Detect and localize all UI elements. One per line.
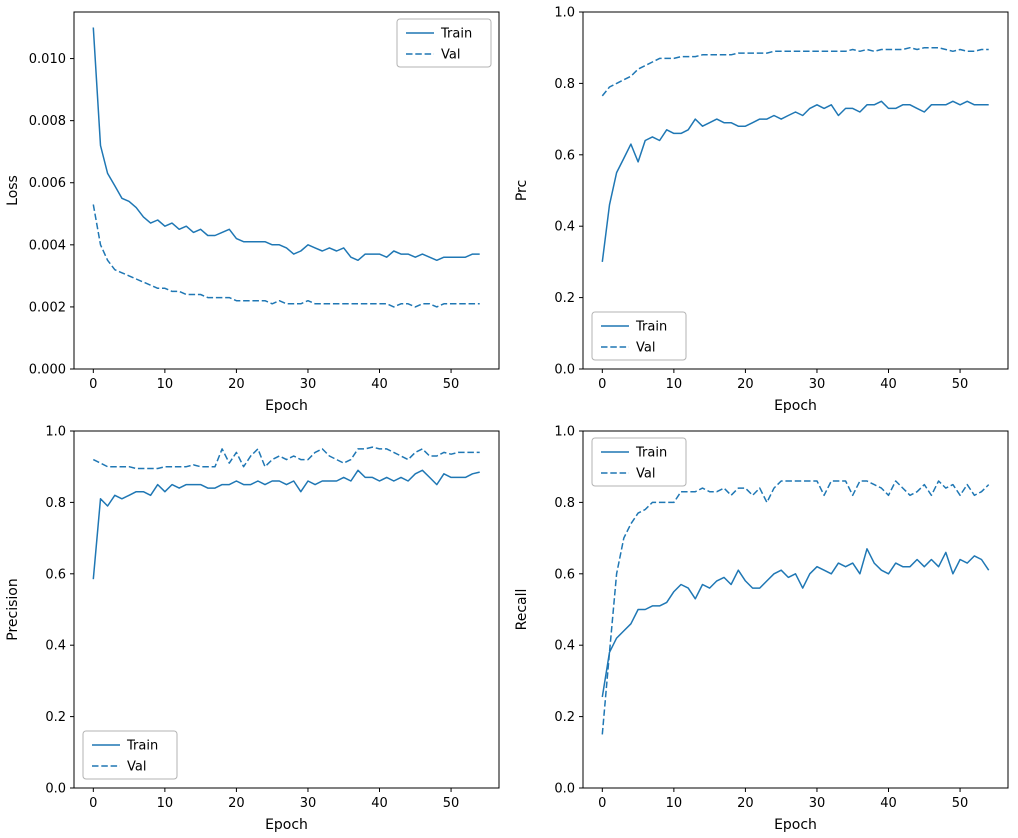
- y-tick-label: 0.4: [554, 639, 575, 654]
- x-tick-label: 40: [371, 796, 388, 811]
- x-tick-label: 30: [809, 377, 826, 392]
- y-axis-label: Prc: [514, 180, 530, 201]
- x-tick-label: 50: [443, 377, 460, 392]
- legend-label: Train: [635, 320, 667, 335]
- legend-label: Val: [636, 467, 655, 482]
- axes-frame: [582, 430, 1009, 789]
- series-train-line: [92, 469, 480, 580]
- x-tick-label: 20: [737, 796, 754, 811]
- y-tick-label: 0.8: [554, 77, 575, 92]
- legend-label: Val: [636, 341, 655, 356]
- series-train-line: [92, 27, 480, 262]
- y-tick-label: 0.002: [29, 300, 66, 315]
- axes-frame: [582, 11, 1009, 370]
- y-tick-label: 0.000: [29, 363, 66, 378]
- x-tick-label: 30: [300, 377, 317, 392]
- series-train-line: [601, 100, 989, 262]
- prc-chart: 0 10 20 30 40 50 0.0 0.2 0.4 0.6 0.8 1.0 Epoch Prc Tra…: [509, 0, 1018, 419]
- x-tick-label: 50: [952, 377, 969, 392]
- x-tick-label: 50: [443, 796, 460, 811]
- legend-label: Val: [127, 760, 146, 775]
- x-tick-label: 20: [228, 796, 245, 811]
- legend-label: Train: [126, 739, 158, 754]
- y-tick-label: 0.006: [29, 176, 66, 191]
- series-val-line: [601, 46, 989, 97]
- x-tick-label: 40: [880, 796, 897, 811]
- y-tick-label: 1.0: [45, 425, 66, 440]
- legend-box: [82, 730, 178, 780]
- y-tick-label: 0.010: [29, 52, 66, 67]
- x-tick-label: 0: [598, 796, 606, 811]
- x-axis-label: Epoch: [774, 817, 817, 833]
- y-axis-label: Precision: [5, 578, 21, 640]
- legend-label: Train: [635, 446, 667, 461]
- y-tick-label: 1.0: [554, 425, 575, 440]
- y-tick-label: 0.004: [29, 238, 66, 253]
- series-val-line: [92, 446, 480, 470]
- y-tick-label: 0.4: [554, 220, 575, 235]
- y-tick-label: 0.0: [554, 782, 575, 797]
- legend-label: Val: [441, 48, 460, 63]
- recall-chart: 0 10 20 30 40 50 0.0 0.2 0.4 0.6 0.8 1.0 Epoch Recall…: [509, 419, 1018, 838]
- legend-box: [591, 311, 687, 361]
- axes-frame: [73, 11, 500, 370]
- y-tick-label: 0.8: [45, 496, 66, 511]
- y-axis-label: Loss: [5, 175, 21, 206]
- x-tick-label: 10: [666, 377, 683, 392]
- x-axis-label: Epoch: [774, 398, 817, 414]
- x-tick-label: 10: [157, 377, 174, 392]
- legend: Train Val: [591, 311, 687, 361]
- x-tick-label: 50: [952, 796, 969, 811]
- x-tick-label: 10: [157, 796, 174, 811]
- x-axis-label: Epoch: [265, 817, 308, 833]
- x-tick-label: 20: [737, 377, 754, 392]
- x-tick-label: 10: [666, 796, 683, 811]
- chart-svg: 0 10 20 30 40 50 0.0 0.2 0.4 0.6 0.8 1.0 Epoch Recall…: [514, 425, 1009, 833]
- y-tick-label: 0.2: [554, 291, 575, 306]
- x-tick-label: 20: [228, 377, 245, 392]
- y-tick-label: 0.6: [45, 567, 66, 582]
- chart-svg: 0 10 20 30 40 50 0.0 0.2 0.4 0.6 0.8 1.0 Epoch Precis…: [5, 425, 500, 833]
- y-axis-label: Recall: [514, 589, 530, 631]
- legend: Train Val: [396, 18, 492, 68]
- y-tick-label: 0.0: [45, 782, 66, 797]
- x-tick-label: 30: [300, 796, 317, 811]
- y-tick-label: 0.2: [554, 710, 575, 725]
- legend: Train Val: [591, 437, 687, 487]
- chart-svg: 0 10 20 30 40 50 0.000 0.002 0.004 0.006 0.008 0.01…: [5, 11, 500, 414]
- y-tick-label: 0.6: [554, 567, 575, 582]
- y-tick-label: 0.8: [554, 496, 575, 511]
- y-tick-label: 0.4: [45, 639, 66, 654]
- y-tick-label: 0.008: [29, 114, 66, 129]
- x-tick-label: 0: [89, 796, 97, 811]
- y-tick-label: 0.0: [554, 363, 575, 378]
- x-tick-label: 0: [598, 377, 606, 392]
- chart-svg: 0 10 20 30 40 50 0.0 0.2 0.4 0.6 0.8 1.0 Epoch Prc Tra…: [514, 6, 1009, 414]
- series-val-line: [92, 204, 480, 308]
- loss-chart: 0 10 20 30 40 50 0.000 0.002 0.004 0.006 0.008 0.01…: [0, 0, 509, 419]
- legend-label: Train: [440, 27, 472, 42]
- y-tick-label: 0.2: [45, 710, 66, 725]
- x-tick-label: 40: [371, 377, 388, 392]
- y-tick-label: 1.0: [554, 6, 575, 21]
- y-tick-label: 0.6: [554, 148, 575, 163]
- x-tick-label: 30: [809, 796, 826, 811]
- x-tick-label: 0: [89, 377, 97, 392]
- series-val-line: [601, 480, 990, 735]
- series-train-line: [601, 548, 990, 698]
- legend: Train Val: [82, 730, 178, 780]
- precision-chart: 0 10 20 30 40 50 0.0 0.2 0.4 0.6 0.8 1.0 Epoch Precis…: [0, 419, 509, 838]
- x-axis-label: Epoch: [265, 398, 308, 414]
- legend-box: [396, 18, 492, 68]
- legend-box: [591, 437, 687, 487]
- axes-frame: [73, 430, 500, 789]
- x-tick-label: 40: [880, 377, 897, 392]
